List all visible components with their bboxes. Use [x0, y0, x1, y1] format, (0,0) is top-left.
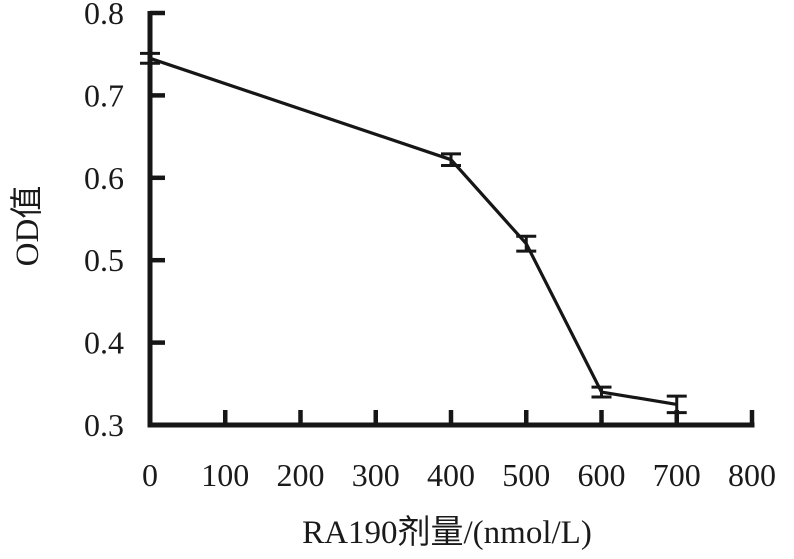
x-tick-label: 300: [352, 457, 400, 493]
y-tick-label: 0.6: [84, 160, 124, 196]
x-tick-label: 500: [502, 457, 550, 493]
x-tick-label: 400: [427, 457, 475, 493]
x-tick-label: 600: [578, 457, 626, 493]
y-tick-label: 0.5: [84, 242, 124, 278]
x-tick-label: 100: [201, 457, 249, 493]
x-tick-label: 800: [728, 457, 776, 493]
x-axis-title: RA190剂量/(nmol/L): [302, 515, 592, 551]
data-line: [149, 56, 678, 406]
y-tick-label: 0.3: [84, 407, 124, 443]
x-tick-label: 0: [142, 457, 158, 493]
y-tick-label: 0.8: [84, 0, 124, 31]
y-tick-label: 0.7: [84, 77, 124, 113]
x-tick-label: 700: [653, 457, 701, 493]
x-tick-label: 200: [277, 457, 325, 493]
y-tick-label: 0.4: [84, 325, 124, 361]
y-axis-title: OD值: [10, 185, 46, 267]
